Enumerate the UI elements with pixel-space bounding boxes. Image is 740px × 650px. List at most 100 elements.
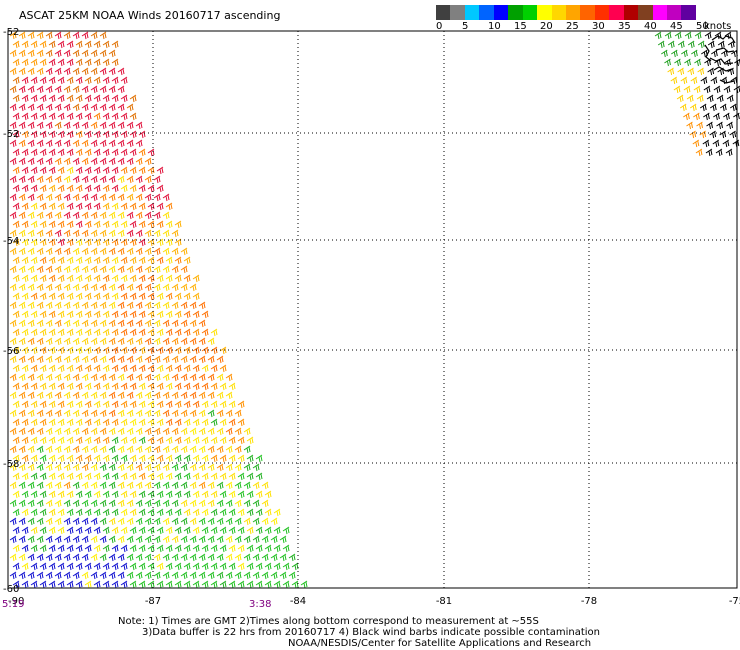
wind-barb [273, 562, 281, 571]
wind-barb [126, 355, 134, 364]
wind-barb [180, 535, 188, 544]
wind-barb [165, 436, 173, 445]
wind-barb [261, 517, 269, 526]
wind-barb [162, 391, 170, 400]
wind-barb [165, 490, 173, 499]
wind-barb [93, 490, 101, 499]
wind-barb [99, 499, 107, 508]
wind-barb [135, 265, 143, 274]
wind-barb [147, 274, 155, 283]
wind-barb [716, 121, 723, 130]
wind-barb [198, 337, 206, 346]
wind-barb [723, 85, 731, 94]
wind-barb [36, 319, 44, 328]
wind-barb [198, 499, 206, 508]
wind-barb [99, 121, 107, 130]
wind-barb [192, 562, 200, 571]
wind-barb [36, 373, 44, 382]
wind-barb [12, 58, 20, 67]
wind-barb [673, 85, 681, 94]
wind-barb [90, 121, 98, 130]
wind-barb [246, 490, 254, 499]
wind-barb [72, 553, 80, 562]
longitude-label: -75 [729, 596, 740, 607]
wind-barb [156, 490, 164, 499]
wind-barb [120, 310, 128, 319]
wind-barb [270, 571, 278, 580]
wind-barbs [9, 31, 740, 589]
wind-barb [18, 31, 26, 40]
wind-barb [36, 517, 44, 526]
wind-barb [111, 400, 119, 409]
wind-barb [117, 427, 125, 436]
wind-barb [135, 193, 143, 202]
wind-barb [90, 49, 98, 58]
wind-barb [171, 517, 179, 526]
wind-barb [674, 31, 682, 40]
wind-barb [180, 337, 188, 346]
wind-barb [21, 400, 29, 409]
wind-barb [138, 256, 146, 265]
wind-barb [147, 256, 155, 265]
wind-barb [45, 229, 53, 238]
wind-barb [66, 40, 74, 49]
wind-barb [45, 517, 53, 526]
wind-barb [171, 571, 179, 580]
wind-barb [81, 247, 89, 256]
wind-barb [135, 139, 143, 148]
wind-barb [120, 508, 128, 517]
wind-barb [21, 562, 29, 571]
wind-barb [45, 571, 53, 580]
wind-barb [66, 292, 74, 301]
wind-barb [48, 436, 56, 445]
wind-barb [30, 418, 38, 427]
wind-barb [99, 517, 107, 526]
wind-barb [57, 76, 65, 85]
wind-barb [63, 121, 71, 130]
wind-barb [27, 463, 35, 472]
wind-barb [273, 526, 281, 535]
wind-barb [102, 58, 110, 67]
wind-barb [716, 94, 724, 103]
wind-barb [48, 76, 56, 85]
wind-barb [147, 364, 155, 373]
wind-barb [9, 283, 17, 292]
wind-barb [252, 571, 260, 580]
wind-barb [684, 58, 691, 67]
wind-barb [72, 463, 80, 472]
wind-barb [99, 103, 107, 112]
wind-barb [192, 472, 200, 481]
wind-barb [228, 400, 236, 409]
wind-barb [153, 337, 161, 346]
wind-barb [84, 184, 92, 193]
wind-barb [36, 481, 44, 490]
wind-barb [111, 58, 119, 67]
wind-barb [174, 580, 182, 589]
wind-barb [75, 364, 83, 373]
wind-barb [201, 454, 209, 463]
wind-barb [117, 409, 125, 418]
wind-barb [138, 202, 146, 211]
wind-barb [189, 517, 197, 526]
wind-barb [27, 139, 35, 148]
wind-barb [138, 454, 146, 463]
wind-barb [57, 256, 65, 265]
wind-barb [727, 40, 735, 49]
wind-barb [45, 157, 53, 166]
wind-barb [9, 463, 17, 472]
wind-barb [102, 454, 110, 463]
wind-barb [57, 400, 65, 409]
wind-barb [48, 274, 56, 283]
wind-barb [102, 40, 110, 49]
wind-barb [57, 580, 65, 589]
wind-barb [21, 436, 29, 445]
wind-barb [9, 445, 17, 454]
wind-barb [18, 571, 26, 580]
wind-barb [84, 58, 92, 67]
wind-barb [198, 535, 206, 544]
wind-barb [264, 526, 272, 535]
wind-barb [225, 427, 233, 436]
wind-barb [219, 508, 227, 517]
wind-barb [183, 436, 191, 445]
wind-barb [84, 130, 92, 139]
